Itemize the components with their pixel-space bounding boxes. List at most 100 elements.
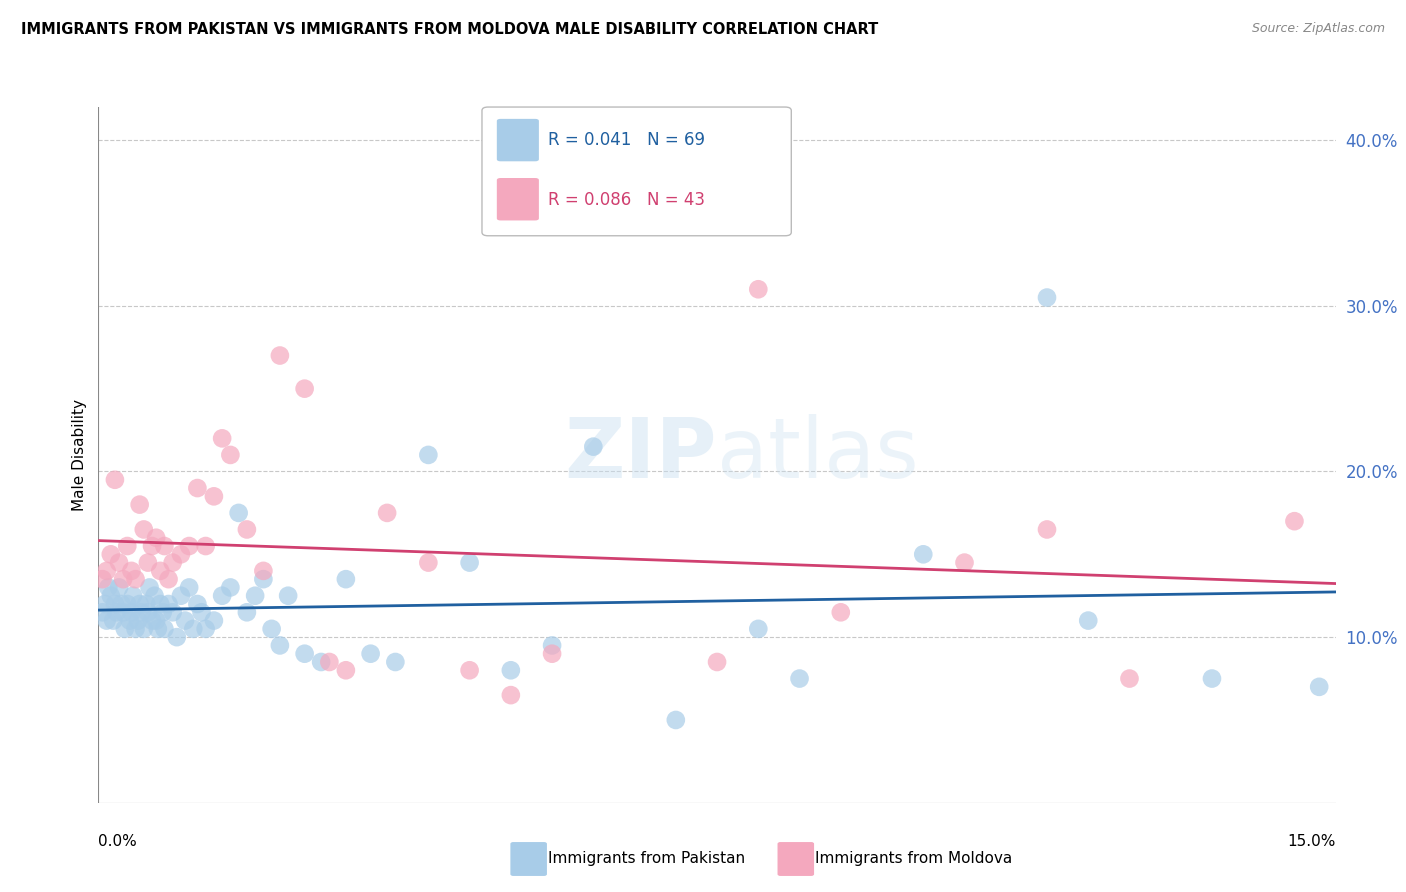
Point (747, 622, 769, 636)
Point (128, 597, 150, 611)
Point (132, 622, 155, 636)
Point (912, 547, 935, 561)
Point (375, 506, 398, 520)
Point (418, 448, 440, 462)
Point (1284, 514, 1306, 528)
Point (146, 622, 169, 636)
FancyBboxPatch shape (496, 119, 538, 161)
Point (135, 597, 157, 611)
Text: Immigrants from Moldova: Immigrants from Moldova (815, 852, 1012, 866)
Point (335, 663, 357, 677)
Point (96, 614, 118, 628)
Point (120, 564, 142, 578)
Point (236, 523, 259, 537)
Point (1036, 523, 1059, 537)
Text: R = 0.086   N = 43: R = 0.086 N = 43 (547, 191, 704, 209)
Point (114, 622, 136, 636)
Point (162, 556, 184, 570)
Point (260, 622, 283, 636)
Point (499, 688, 522, 702)
Point (830, 605, 852, 619)
Point (91, 605, 114, 619)
Point (91, 572, 114, 586)
Point (131, 605, 153, 619)
Point (665, 713, 688, 727)
Point (157, 572, 180, 586)
Text: IMMIGRANTS FROM PAKISTAN VS IMMIGRANTS FROM MOLDOVA MALE DISABILITY CORRELATION : IMMIGRANTS FROM PAKISTAN VS IMMIGRANTS F… (21, 22, 879, 37)
Point (170, 589, 193, 603)
Point (277, 589, 299, 603)
FancyBboxPatch shape (482, 107, 792, 235)
Point (211, 431, 233, 445)
Text: R = 0.041   N = 69: R = 0.041 N = 69 (547, 131, 704, 149)
Point (153, 539, 176, 553)
Point (179, 581, 201, 595)
Point (181, 622, 204, 636)
Point (96, 564, 118, 578)
Point (190, 605, 212, 619)
Point (1036, 291, 1059, 305)
Point (143, 589, 166, 603)
Point (243, 589, 266, 603)
Point (269, 639, 291, 653)
Point (105, 605, 128, 619)
Point (141, 614, 163, 628)
Point (236, 605, 259, 619)
Point (202, 614, 225, 628)
Point (128, 498, 150, 512)
Text: 15.0%: 15.0% (1288, 834, 1336, 849)
Point (108, 556, 131, 570)
Point (124, 572, 146, 586)
Point (141, 539, 163, 553)
Point (104, 473, 127, 487)
Point (953, 556, 976, 570)
Point (186, 597, 208, 611)
Point (112, 572, 135, 586)
Point (252, 572, 274, 586)
Point (100, 589, 122, 603)
Point (789, 672, 811, 686)
Point (118, 614, 141, 628)
Point (384, 655, 406, 669)
Point (269, 349, 291, 363)
Point (228, 506, 250, 520)
Point (541, 647, 564, 661)
Point (108, 581, 131, 595)
Point (1077, 614, 1099, 628)
Point (186, 481, 208, 495)
Point (202, 489, 225, 503)
Text: atlas: atlas (717, 415, 918, 495)
Point (335, 572, 357, 586)
Point (294, 647, 316, 661)
Point (145, 614, 167, 628)
Point (149, 564, 172, 578)
Point (94, 597, 117, 611)
Point (120, 605, 142, 619)
Point (252, 564, 274, 578)
Point (309, 655, 332, 669)
Point (747, 282, 769, 296)
Point (152, 605, 174, 619)
Point (166, 630, 188, 644)
Point (136, 556, 159, 570)
Text: Immigrants from Pakistan: Immigrants from Pakistan (548, 852, 745, 866)
Point (219, 448, 242, 462)
Point (138, 581, 160, 595)
Point (541, 639, 564, 653)
Text: ZIP: ZIP (565, 415, 717, 495)
Point (294, 382, 316, 396)
Point (499, 663, 522, 677)
Text: 0.0%: 0.0% (98, 834, 138, 849)
Point (117, 597, 139, 611)
Point (145, 531, 167, 545)
Point (104, 597, 127, 611)
Point (582, 440, 605, 454)
Point (458, 663, 481, 677)
Y-axis label: Male Disability: Male Disability (72, 399, 87, 511)
Point (157, 597, 180, 611)
Point (112, 605, 135, 619)
Point (110, 597, 132, 611)
Point (100, 547, 122, 561)
Point (179, 539, 201, 553)
Point (174, 614, 197, 628)
